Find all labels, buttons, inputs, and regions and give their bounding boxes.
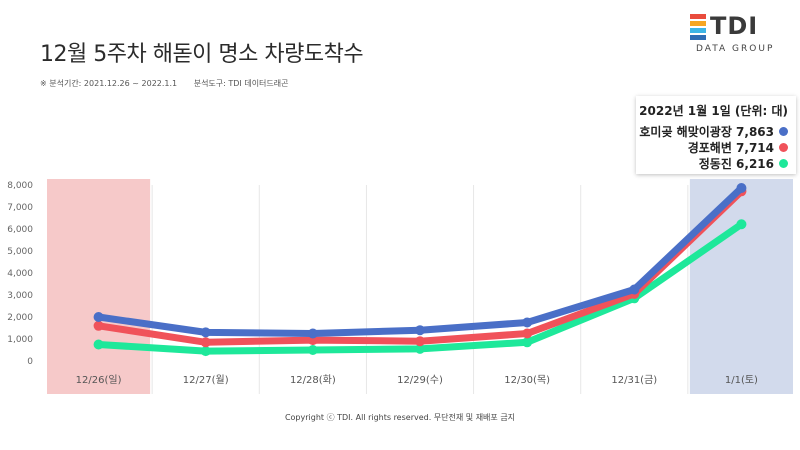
analysis-period: ※ 분석기간: 2021.12.26 ~ 2022.1.1 xyxy=(40,79,178,88)
data-point xyxy=(415,336,425,347)
legend-box: 2022년 1월 1일 (단위: 대) 호미곶 해맞이광장 7,863 경포해변… xyxy=(636,96,796,174)
data-point xyxy=(307,345,318,355)
legend-label: 호미곶 해맞이광장 7,863 xyxy=(639,125,774,139)
y-tick-label: 2,000 xyxy=(7,313,33,323)
legend-dot-icon xyxy=(779,127,788,136)
analysis-info: ※ 분석기간: 2021.12.26 ~ 2022.1.1 분석도구: TDI … xyxy=(40,78,303,89)
data-point xyxy=(307,328,318,339)
tdi-logo: TDI DATA GROUP xyxy=(690,12,790,56)
data-point xyxy=(200,346,211,357)
y-tick-label: 7,000 xyxy=(7,203,33,213)
data-point xyxy=(415,343,425,354)
logo-bar xyxy=(690,14,706,19)
legend-dot-icon xyxy=(779,159,788,168)
copyright-footer: Copyright ⓒ TDI. All rights reserved. 무단… xyxy=(284,413,516,422)
data-point xyxy=(93,312,104,322)
legend-label: 경포해변 7,714 xyxy=(687,141,774,155)
data-point xyxy=(736,219,747,230)
x-category-label: 12/26(일) xyxy=(76,374,122,386)
y-tick-label: 5,000 xyxy=(7,247,33,257)
series-line xyxy=(95,187,745,346)
page-title: 12월 5주차 해돋이 명소 차량도착수 xyxy=(40,42,364,67)
logo-bar xyxy=(690,35,706,40)
x-category-label: 12/29(수) xyxy=(397,374,443,386)
y-tick-label: 0 xyxy=(27,357,33,367)
legend-label: 정동진 6,216 xyxy=(698,157,774,171)
legend-item-gyeongpo: 경포해변 7,714 xyxy=(688,139,788,156)
logo-bar xyxy=(690,21,706,26)
logo-subtext: DATA GROUP xyxy=(696,44,775,54)
x-category-label: 12/28(화) xyxy=(290,374,336,386)
logo-text: TDI xyxy=(710,12,759,40)
legend-item-jeongdongjin: 정동진 6,216 xyxy=(699,155,788,172)
legend-title: 2022년 1월 1일 (단위: 대) xyxy=(639,104,788,118)
data-point xyxy=(629,284,640,295)
y-tick-label: 3,000 xyxy=(7,291,33,301)
y-tick-label: 1,000 xyxy=(7,335,33,345)
data-point xyxy=(200,337,211,348)
highlight-first-day xyxy=(47,179,151,394)
legend-dot-icon xyxy=(779,143,788,152)
highlight-last-day xyxy=(689,179,793,394)
x-category-label: 12/30(목) xyxy=(504,374,550,386)
data-point xyxy=(200,327,211,338)
data-point xyxy=(522,328,533,339)
logo-bar xyxy=(690,28,706,33)
analysis-tool: 분석도구: TDI 데이터드래곤 xyxy=(193,79,289,88)
data-point xyxy=(522,337,533,348)
x-category-label: 1/1(토) xyxy=(725,375,758,386)
data-point xyxy=(736,183,747,194)
y-tick-label: 8,000 xyxy=(7,181,33,191)
y-tick-label: 6,000 xyxy=(7,225,33,235)
legend-item-homigot: 호미곶 해맞이광장 7,863 xyxy=(639,123,788,140)
x-category-label: 12/31(금) xyxy=(611,374,657,386)
data-point xyxy=(93,320,104,331)
x-category-label: 12/27(월) xyxy=(183,374,229,386)
logo-bars-icon xyxy=(690,14,706,42)
data-point xyxy=(93,339,104,350)
y-tick-label: 4,000 xyxy=(7,269,33,279)
series-line xyxy=(95,184,745,337)
data-point xyxy=(415,325,425,336)
data-point xyxy=(522,317,533,328)
